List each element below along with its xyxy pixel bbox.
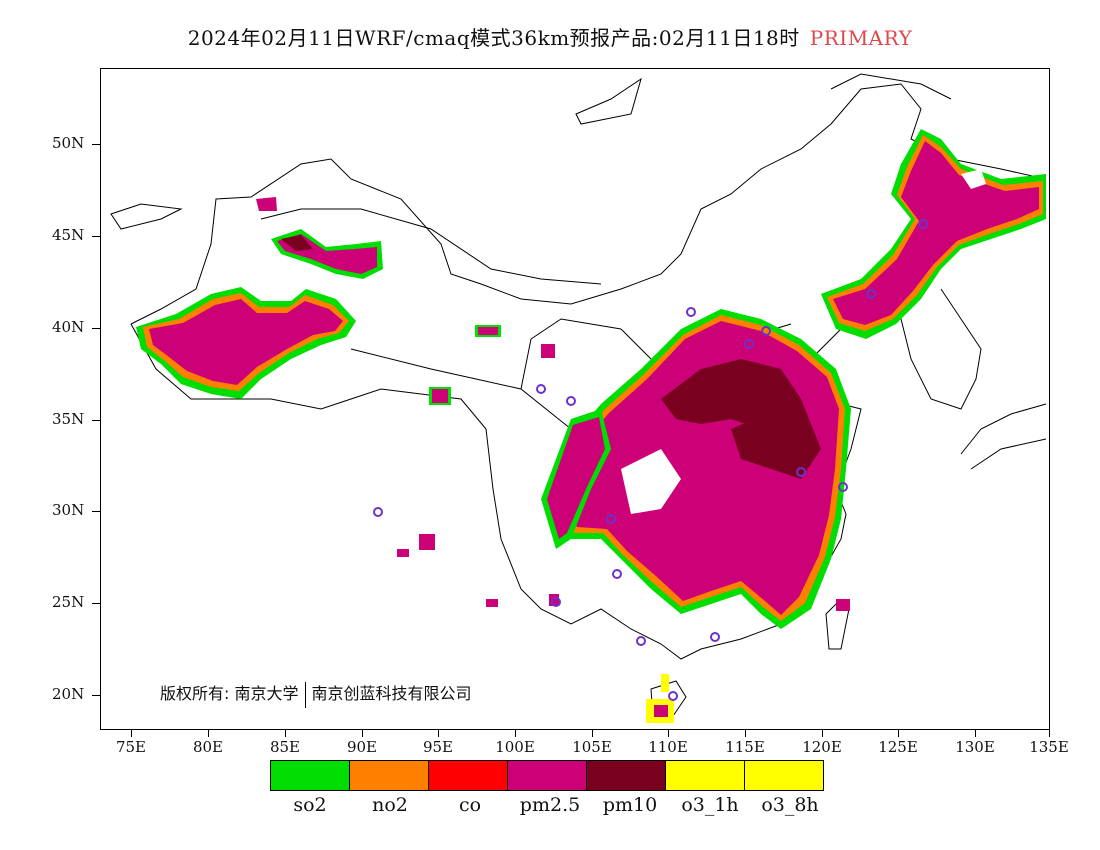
legend-label-so2: so2 [293, 794, 327, 816]
map-panel [100, 68, 1050, 730]
lon-tick [822, 730, 823, 737]
legend-label-pm10: pm10 [602, 794, 658, 816]
city-marker [606, 514, 616, 524]
copyright-prefix: 版权所有: [160, 684, 230, 703]
korea [890, 283, 982, 410]
lon-label-115e: 115E [725, 738, 765, 756]
city-marker [744, 339, 754, 349]
lat-tick [92, 420, 100, 421]
lon-label-135e: 135E [1029, 738, 1069, 756]
legend-swatch-o3-8h [744, 760, 824, 791]
lon-tick [592, 730, 593, 737]
lon-tick [975, 730, 976, 737]
lon-label-105e: 105E [572, 738, 612, 756]
legend-bar [270, 760, 824, 791]
small-patches [397, 325, 850, 723]
legend-swatch-pm10 [586, 760, 666, 791]
lon-label-100e: 100E [495, 738, 535, 756]
lon-tick [131, 730, 132, 737]
city-marker [796, 467, 806, 477]
lat-tick [92, 603, 100, 604]
city-marker [866, 289, 876, 299]
city-marker [636, 636, 646, 646]
russia-coast [575, 73, 952, 125]
lon-tick [438, 730, 439, 737]
northeast-plume [821, 129, 1046, 339]
lon-tick [362, 730, 363, 737]
lat-label-50n: 50N [52, 134, 85, 152]
legend-swatch-pm25 [507, 760, 587, 791]
lon-label-85e: 85E [269, 738, 301, 756]
lat-label-35n: 35N [52, 410, 85, 428]
lon-label-80e: 80E [192, 738, 224, 756]
lon-tick [745, 730, 746, 737]
legend-swatch-o3-1h [665, 760, 745, 791]
lat-label-45n: 45N [52, 226, 85, 244]
city-marker-lhasa [373, 507, 383, 517]
copyright-org-company: 南京创蓝科技有限公司 [311, 684, 472, 703]
legend-labels: so2 no2 co pm2.5 pm10 o3_1h o3_8h [270, 794, 830, 816]
lon-tick [898, 730, 899, 737]
copyright-org-nju: 南京大学 [234, 684, 299, 703]
xinjiang-plume [136, 287, 356, 399]
lat-tick [92, 236, 100, 237]
title-text: 2024年02月11日WRF/cmaq模式36km预报产品:02月11日18时 [187, 26, 800, 50]
legend-label-o3-8h: o3_8h [761, 794, 819, 816]
lon-tick [515, 730, 516, 737]
city-marker [566, 396, 576, 406]
lat-label-25n: 25N [52, 593, 85, 611]
tianshan-plume [256, 197, 383, 279]
legend-label-no2: no2 [372, 794, 408, 816]
china-south-border [130, 323, 802, 660]
primary-tag: PRIMARY [809, 26, 913, 50]
mongolia-border [260, 208, 602, 285]
lat-label-40n: 40N [52, 318, 85, 336]
lon-tick [1049, 730, 1050, 737]
city-marker [918, 219, 928, 229]
legend-swatch-co [428, 760, 508, 791]
lon-label-110e: 110E [648, 738, 688, 756]
lat-label-30n: 30N [52, 501, 85, 519]
lon-label-90e: 90E [346, 738, 378, 756]
pollution-map [110, 73, 1047, 723]
southwest-plume [541, 409, 611, 549]
legend-label-co: co [458, 794, 482, 816]
lat-tick [92, 328, 100, 329]
lon-label-120e: 120E [802, 738, 842, 756]
legend-swatch-so2 [270, 760, 350, 791]
city-marker [838, 482, 848, 492]
lon-tick [285, 730, 286, 737]
city-marker [668, 691, 678, 701]
pm25-regions [136, 129, 1046, 723]
legend-swatch-no2 [349, 760, 429, 791]
legend-label-pm25: pm2.5 [519, 794, 581, 816]
central-east-plume [551, 309, 851, 629]
city-markers [373, 219, 928, 701]
lon-label-95e: 95E [422, 738, 454, 756]
legend-label-o3-1h: o3_1h [681, 794, 739, 816]
city-marker [710, 632, 720, 642]
city-marker [551, 597, 561, 607]
lat-tick [92, 144, 100, 145]
map-title: 2024年02月11日WRF/cmaq模式36km预报产品:02月11日18时 P… [0, 22, 1100, 51]
lon-label-75e: 75E [115, 738, 147, 756]
lat-tick [92, 695, 100, 696]
city-marker [686, 307, 696, 317]
city-marker [536, 384, 546, 394]
lon-label-125e: 125E [878, 738, 918, 756]
china-border [130, 83, 1047, 325]
lat-tick [92, 511, 100, 512]
copyright-divider [304, 681, 306, 708]
lon-tick [668, 730, 669, 737]
copyright-notice: 版权所有: 南京大学 南京创蓝科技有限公司 [160, 680, 472, 708]
city-marker [612, 569, 622, 579]
lat-label-20n: 20N [52, 685, 85, 703]
kazakh-lake [110, 203, 183, 230]
lon-label-130e: 130E [955, 738, 995, 756]
lon-tick [208, 730, 209, 737]
city-marker [761, 326, 771, 336]
japan [960, 403, 1047, 470]
